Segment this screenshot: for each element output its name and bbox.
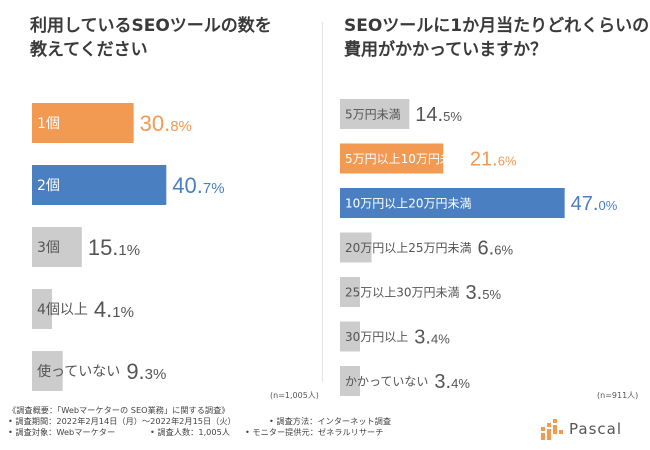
left-category-label-2: 3個 [37, 240, 60, 256]
right-category-label-2: 10万円以上20万円未満 [345, 196, 472, 210]
left-bar-1 [32, 165, 167, 205]
right-value-label-1: 21.6% [470, 149, 517, 171]
left-bar-2 [32, 227, 82, 267]
pascal-logo-text: Pascal [569, 420, 622, 438]
right-value-label-6: 3.4% [434, 371, 470, 393]
survey-overview: 《調査概要：「Webマーケターの SEO業務」に関する調査》 [8, 405, 230, 415]
right-value-label-3: 6.6% [478, 238, 514, 260]
pascal-logo-icon [541, 418, 565, 440]
right-bar-4 [340, 277, 360, 307]
right-category-label-0: 5万円未満 [345, 107, 401, 121]
left-value-label-0: 30.8% [140, 111, 192, 136]
left-chart-title: 利用しているSEOツールの数を 教えてください [30, 16, 272, 60]
right-bar-0 [340, 99, 410, 129]
left-sample-size: (n=1,005人) [270, 391, 319, 400]
left-bar-4 [32, 351, 63, 391]
survey-method: • 調査方法：インターネット調査 [268, 416, 392, 426]
right-category-label-1: 5万円以上10万円未満 [345, 152, 464, 166]
left-value-label-1: 40.7% [172, 173, 224, 198]
left-value-label-2: 15.1% [88, 235, 140, 260]
right-bar-6 [340, 366, 360, 396]
right-category-label-4: 25万以上30万円未満 [345, 285, 460, 299]
left-bar-0 [32, 103, 134, 143]
right-value-label-5: 3.4% [414, 327, 450, 349]
survey-provider: • モニター提供元：ゼネラルリサーチ [245, 427, 384, 437]
left-category-label-0: 1個 [37, 116, 60, 132]
right-value-label-0: 14.5% [415, 104, 462, 126]
left-bar-3 [32, 289, 52, 329]
panel-divider [322, 22, 323, 382]
right-category-label-6: かかっていない [345, 374, 428, 388]
right-value-label-2: 47.0% [571, 193, 618, 215]
survey-target: • 調査対象：Webマーケター [8, 427, 116, 437]
bar-charts: 1個 30.8% 2個 40.7% 3個 15.1% 4個以上 4.1% 使っていない 9.3% 5… [32, 99, 618, 396]
right-bar-3 [340, 232, 372, 263]
left-value-label-4: 9.3% [126, 359, 166, 384]
left-category-label-3: 4個以上 [37, 302, 88, 318]
right-sample-size: (n=911人) [597, 391, 639, 400]
right-bar-2 [340, 188, 565, 218]
right-value-label-4: 3.5% [466, 282, 502, 304]
pascal-logo: Pascal [541, 418, 622, 440]
right-category-label-3: 20万円以上25万円未満 [345, 241, 472, 255]
right-bar-1 [340, 143, 444, 174]
left-category-label-1: 2個 [37, 178, 60, 194]
survey-count: • 調査人数：1,005人 [150, 427, 230, 437]
right-chart-title: SEOツールに1か月当たりどれくらいの 費用がかかっていますか？ [344, 16, 650, 60]
right-category-label-5: 30万円以上 [345, 330, 408, 344]
survey-footer: 《調査概要：「Webマーケターの SEO業務」に関する調査》 • 調査期間：20… [8, 405, 391, 438]
right-bar-5 [340, 321, 360, 352]
left-category-label-4: 使っていない [37, 363, 120, 380]
survey-period: • 調査期間：2022年2月14日（月）～2022年2月15日（火） [8, 416, 236, 426]
left-value-label-3: 4.1% [94, 297, 134, 322]
